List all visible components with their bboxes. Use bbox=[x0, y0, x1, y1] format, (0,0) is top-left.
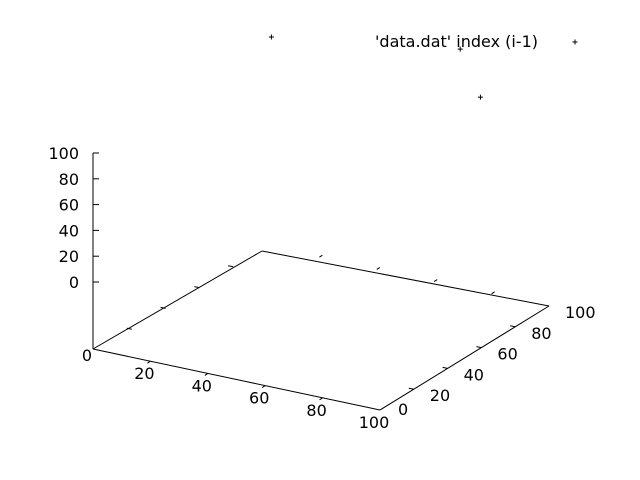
z-tick-label: 0 bbox=[69, 273, 79, 292]
x-tick-mark bbox=[261, 385, 266, 389]
x-tick-mark-back bbox=[491, 291, 495, 295]
x-tick-mark-back bbox=[376, 266, 381, 270]
x-tick-label: 100 bbox=[359, 413, 390, 432]
z-tick-label: 40 bbox=[59, 221, 79, 240]
x-tick-label: 0 bbox=[82, 346, 92, 365]
z-tick-label: 20 bbox=[59, 247, 79, 266]
x-tick-mark bbox=[147, 360, 151, 364]
back-edge-y bbox=[92, 250, 263, 350]
y-axis-line bbox=[379, 305, 550, 411]
back-edge-x bbox=[261, 250, 550, 307]
y-tick-label: 80 bbox=[531, 324, 551, 343]
x-tick-mark-back bbox=[433, 279, 438, 283]
x-tick-mark bbox=[204, 372, 209, 376]
y-tick-mark bbox=[408, 387, 414, 390]
legend-marker bbox=[572, 39, 578, 45]
x-tick-label: 40 bbox=[192, 376, 212, 395]
x-axis-line bbox=[92, 348, 381, 411]
y-tick-mark bbox=[442, 366, 448, 369]
z-tick-label: 100 bbox=[48, 144, 79, 163]
floor-box bbox=[92, 153, 550, 411]
y-tick-mark bbox=[476, 346, 482, 349]
y-tick-label: 60 bbox=[497, 345, 517, 364]
y-tick-mark-back bbox=[194, 286, 200, 289]
x-tick-label: 20 bbox=[134, 364, 154, 383]
y-tick-label: 20 bbox=[430, 386, 450, 405]
data-points bbox=[268, 34, 483, 100]
x-tick-label: 60 bbox=[249, 389, 269, 408]
z-axis-ticks: 0 20 40 60 80 100 bbox=[48, 144, 99, 292]
z-tick-label: 80 bbox=[59, 170, 79, 189]
data-point bbox=[477, 94, 483, 100]
y-tick-label: 100 bbox=[565, 303, 596, 322]
y-tick-mark bbox=[510, 325, 516, 328]
data-point bbox=[268, 34, 274, 40]
y-tick-label: 40 bbox=[464, 365, 484, 384]
y-tick-mark-back bbox=[228, 265, 234, 268]
legend-label: 'data.dat' index (i-1) bbox=[375, 32, 538, 51]
data-point bbox=[457, 46, 463, 52]
y-tick-mark-back bbox=[160, 306, 166, 309]
x-axis-ticks: 0 20 40 60 80 100 bbox=[82, 254, 495, 432]
z-tick-label: 60 bbox=[59, 196, 79, 215]
y-axis-ticks: 0 20 40 60 80 100 bbox=[126, 265, 596, 419]
legend: 'data.dat' index (i-1) bbox=[375, 32, 578, 51]
x-tick-mark bbox=[319, 397, 323, 401]
x-tick-label: 80 bbox=[306, 401, 326, 420]
y-tick-mark-back bbox=[126, 327, 132, 330]
y-tick-label: 0 bbox=[398, 400, 408, 419]
x-tick-mark-back bbox=[319, 254, 323, 258]
